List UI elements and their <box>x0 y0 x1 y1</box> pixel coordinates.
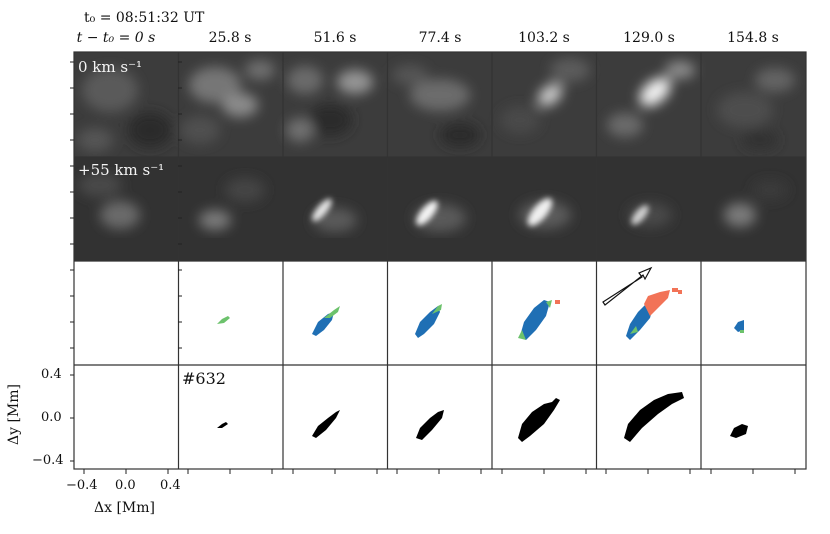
xtick-label: 0.4 <box>160 478 181 493</box>
column-label-2: 51.6 s <box>313 30 357 46</box>
y-axis-title: Δy [Mm] <box>6 383 22 445</box>
ytick-label: 0.4 <box>41 367 62 382</box>
column-label-3: 77.4 s <box>418 30 462 46</box>
x-axis-title: Δx [Mm] <box>94 500 155 516</box>
velocity-label-0: 0 km s⁻¹ <box>78 58 143 76</box>
column-label-0: t − t₀ = 0 s <box>76 30 156 46</box>
xtick-label: −0.4 <box>66 478 98 493</box>
ytick-label: 0.0 <box>41 410 62 425</box>
column-label-1: 25.8 s <box>208 30 252 46</box>
binary-mask-row <box>217 392 748 442</box>
ytick-label: −0.4 <box>32 453 64 468</box>
xtick-label: 0.0 <box>115 478 136 493</box>
t0-header: t₀ = 08:51:32 UT <box>84 10 205 26</box>
velocity-label-55: +55 km s⁻¹ <box>78 161 165 179</box>
event-label: #632 <box>182 369 226 388</box>
mask-row <box>217 266 744 340</box>
column-label-6: 154.8 s <box>727 30 779 46</box>
column-label-4: 103.2 s <box>518 30 570 46</box>
column-label-5: 129.0 s <box>623 30 675 46</box>
